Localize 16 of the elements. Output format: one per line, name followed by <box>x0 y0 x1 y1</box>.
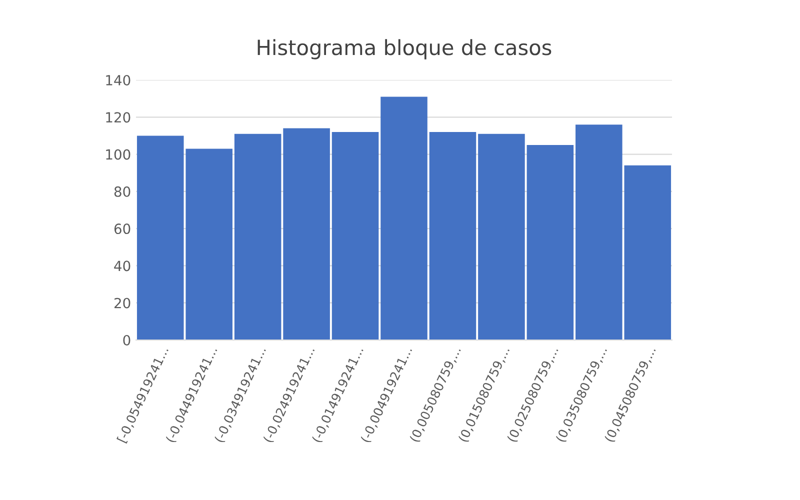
bar <box>380 96 428 340</box>
bar <box>283 128 330 340</box>
y-tick-label: 100 <box>106 149 130 160</box>
bar <box>478 134 525 340</box>
y-tick-label: 40 <box>114 260 130 272</box>
y-tick-label: 140 <box>106 74 130 86</box>
bar <box>526 145 574 340</box>
y-tick-label: 60 <box>114 224 130 234</box>
y-tick-label: 20 <box>114 298 130 308</box>
chart-title: Histograma bloque de casos <box>258 39 552 60</box>
y-tick-label: 0 <box>123 334 130 346</box>
y-tick-label: 120 <box>106 112 130 123</box>
y-tick-label: 80 <box>114 186 130 197</box>
bar <box>234 134 282 340</box>
bar <box>429 132 476 340</box>
bar <box>332 132 379 340</box>
